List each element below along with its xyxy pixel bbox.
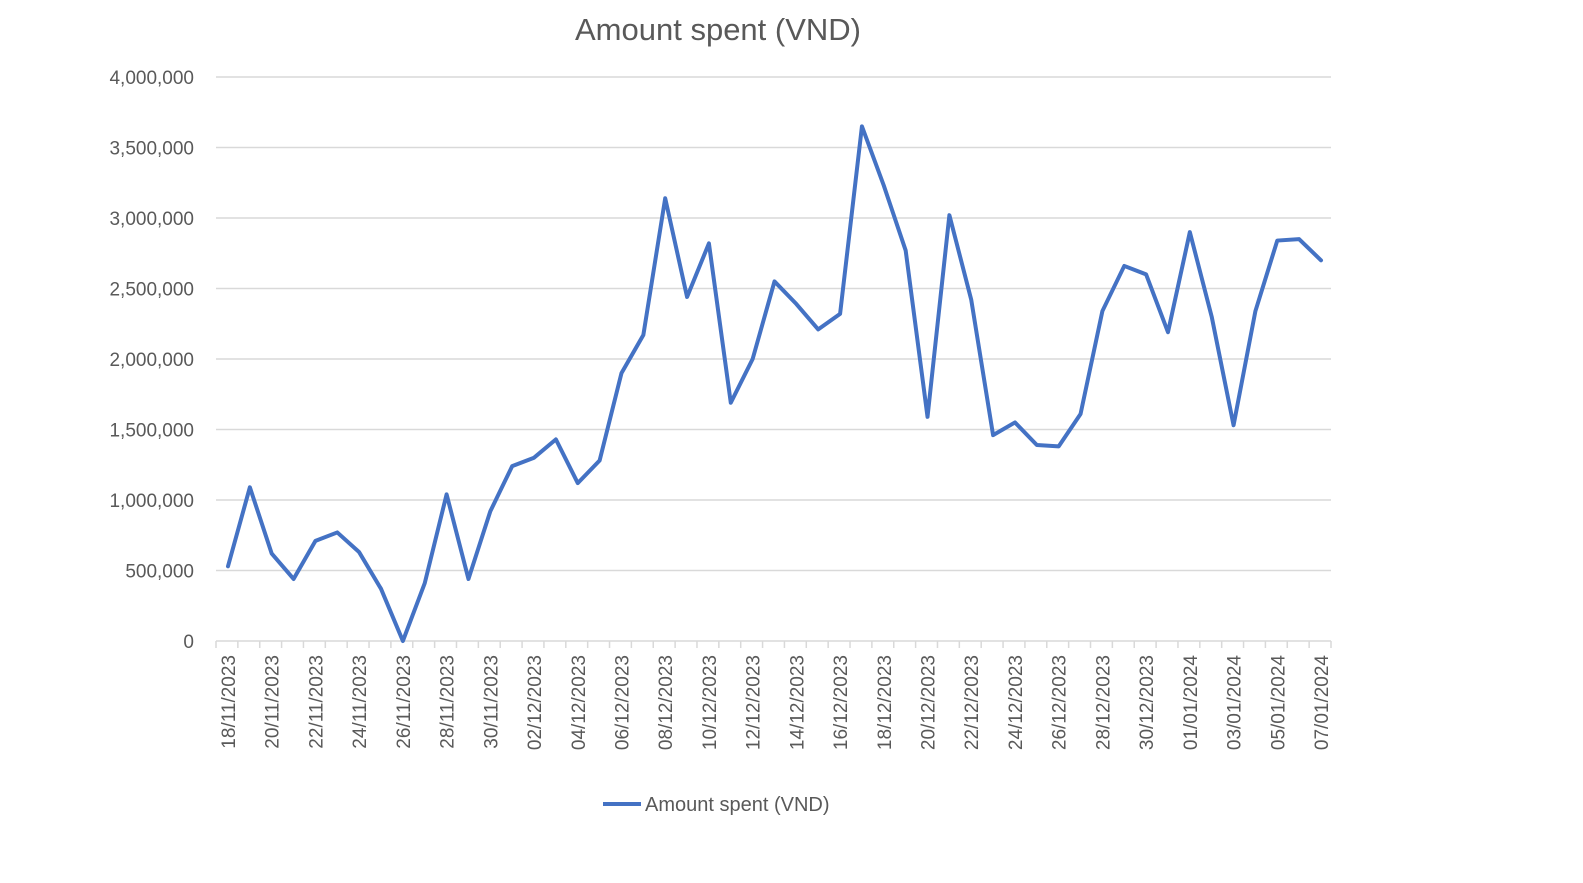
- x-tick-label: 18/12/2023: [875, 655, 896, 750]
- x-tick-label: 02/12/2023: [525, 655, 546, 750]
- x-tick-label: 30/12/2023: [1137, 655, 1158, 750]
- x-tick-label: 08/12/2023: [656, 655, 677, 750]
- x-tick-label: 07/01/2024: [1312, 655, 1333, 751]
- x-tick-label: 20/11/2023: [263, 655, 284, 749]
- y-tick-label: 0: [183, 632, 194, 653]
- x-tick-label: 22/12/2023: [962, 655, 983, 750]
- x-tick-label: 04/12/2023: [569, 655, 590, 750]
- x-tick-label: 06/12/2023: [612, 655, 633, 750]
- x-tick-label: 05/01/2024: [1268, 655, 1289, 751]
- x-tick-label: 26/12/2023: [1050, 655, 1071, 750]
- x-tick-label: 16/12/2023: [831, 655, 852, 750]
- x-axis: [215, 640, 1332, 648]
- y-tick-label: 1,500,000: [109, 421, 194, 442]
- y-tick-label: 4,000,000: [109, 68, 194, 89]
- x-tick-label: 12/12/2023: [744, 655, 765, 750]
- y-tick-label: 3,000,000: [109, 209, 194, 230]
- chart-title: Amount spent (VND): [575, 12, 861, 47]
- x-tick-label: 18/11/2023: [219, 655, 240, 749]
- y-tick-label: 2,000,000: [109, 350, 194, 371]
- legend-label: Amount spent (VND): [645, 794, 830, 816]
- y-tick-label: 3,500,000: [109, 139, 194, 160]
- y-tick-label: 2,500,000: [109, 280, 194, 301]
- series-group: [226, 124, 1323, 643]
- x-tick-label: 14/12/2023: [787, 655, 808, 750]
- x-tick-label: 26/11/2023: [394, 655, 415, 749]
- x-tick-label: 22/11/2023: [306, 655, 327, 749]
- x-tick-label: 01/01/2024: [1181, 655, 1202, 751]
- x-tick-label: 03/01/2024: [1225, 655, 1246, 751]
- series-line: [226, 124, 1323, 643]
- x-tick-label: 30/11/2023: [481, 655, 502, 749]
- y-tick-label: 500,000: [125, 562, 194, 583]
- x-tick-label: 24/12/2023: [1006, 655, 1027, 750]
- x-tick-label: 10/12/2023: [700, 655, 721, 750]
- x-tick-label: 28/11/2023: [438, 655, 459, 749]
- y-tick-label: 1,000,000: [109, 491, 194, 512]
- x-tick-label: 24/11/2023: [350, 655, 371, 749]
- legend: Amount spent (VND): [603, 794, 830, 816]
- x-tick-label: 20/12/2023: [919, 655, 940, 750]
- x-axis-tick-labels: 18/11/2023 20/11/2023 22/11/2023 24/11/2023…: [219, 655, 1333, 751]
- x-tick-label: 28/12/2023: [1093, 655, 1114, 750]
- y-axis-tick-labels: 0 500,000 1,000,000 1,500,000 2,000,000 2,500…: [109, 68, 194, 653]
